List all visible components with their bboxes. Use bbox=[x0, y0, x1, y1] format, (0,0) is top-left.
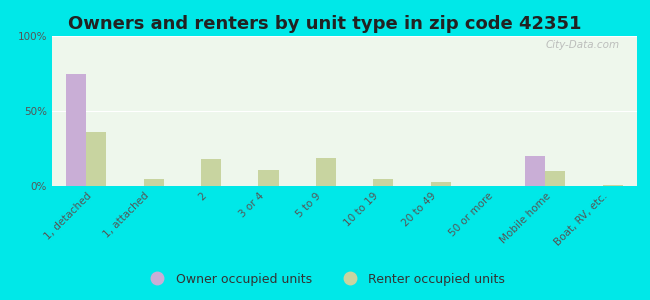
Bar bbox=[144, 178, 164, 186]
Text: City-Data.com: City-Data.com bbox=[545, 40, 619, 50]
Bar bbox=[373, 178, 393, 186]
Text: Owners and renters by unit type in zip code 42351: Owners and renters by unit type in zip c… bbox=[68, 15, 582, 33]
Bar bbox=[86, 132, 107, 186]
Bar bbox=[201, 159, 221, 186]
Bar bbox=[66, 74, 86, 186]
Bar bbox=[430, 182, 450, 186]
Bar bbox=[316, 158, 336, 186]
Bar bbox=[259, 169, 279, 186]
Bar bbox=[525, 156, 545, 186]
Bar bbox=[603, 184, 623, 186]
Bar bbox=[545, 171, 566, 186]
Legend: Owner occupied units, Renter occupied units: Owner occupied units, Renter occupied un… bbox=[140, 268, 510, 291]
